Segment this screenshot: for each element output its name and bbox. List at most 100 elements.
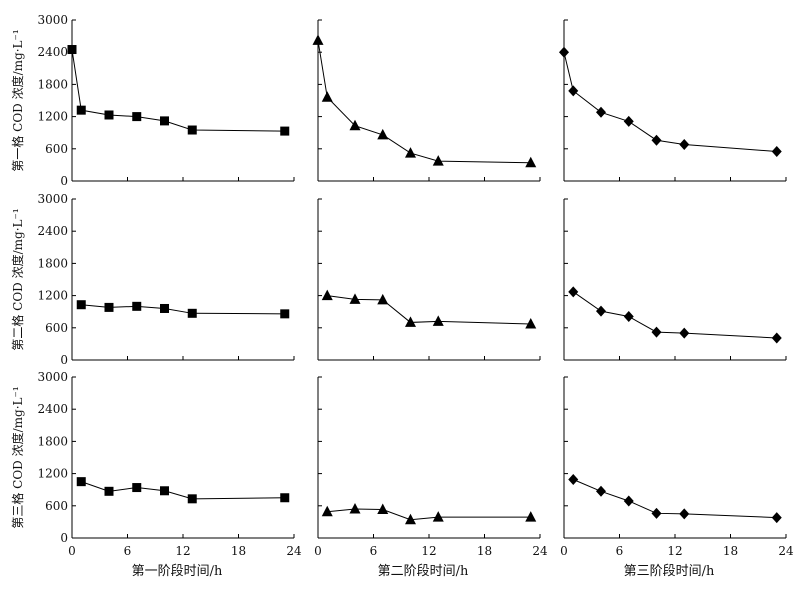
panel-3-1-point-square (187, 494, 197, 504)
panel-1-3-point-diamond (596, 106, 606, 118)
panel-2-3-point-diamond (623, 311, 634, 323)
row-3-y-axis-label: 第三格 COD 浓度/mg·L⁻¹ (10, 386, 25, 528)
panel-3-1-y-tick-label: 2400 (37, 402, 68, 416)
panel-3-1-x-tick-label: 12 (175, 544, 190, 558)
panel-3-1-point-square (104, 486, 114, 496)
panel-2-3-point-diamond (679, 327, 690, 339)
panel-3-2-point-triangle (525, 511, 537, 522)
panel-2-2-point-triangle (525, 318, 537, 329)
panel-1-2-point-triangle (321, 91, 333, 102)
panel-3-2-x-tick-label: 0 (314, 544, 322, 558)
panel-1-3-point-diamond (623, 115, 634, 127)
panel-3-1-x-tick-label: 6 (124, 544, 132, 558)
panel-3-3-point-diamond (679, 508, 690, 520)
panel-3-2-series-line (327, 508, 531, 521)
panel-3-1-series-line (81, 481, 285, 500)
panel-1-1-point-square (280, 126, 290, 136)
panel-3-2-x-tick-label: 24 (532, 544, 548, 558)
panel-2-3-series-line (572, 291, 777, 339)
panel-2-1-series-line (81, 304, 285, 315)
panel-2-1-y-tick-label: 3000 (37, 192, 68, 206)
panel-1-3-point-diamond (559, 46, 569, 58)
panel-1-1-point-square (132, 112, 142, 122)
panel-3-2-point-triangle (432, 511, 444, 522)
panel-1-1-y-tick-label: 1200 (37, 110, 68, 124)
panel-1-2-point-triangle (525, 156, 537, 168)
panel-1-1-point-square (76, 105, 86, 115)
panel-3-2-x-tick-label: 18 (477, 544, 492, 558)
col-2-x-axis-label: 第二阶段时间/h (378, 564, 469, 579)
panel-1-1-y-tick-label: 3000 (37, 13, 68, 27)
panel-2-1-y-tick-label: 2400 (37, 224, 68, 238)
panel-3-3-point-diamond (623, 495, 634, 507)
panel-2-1-point-square (280, 309, 290, 319)
panel-1-2-point-triangle (349, 119, 361, 131)
panel-3-2-point-triangle (405, 513, 416, 525)
panel-3-1-point-square (160, 486, 169, 496)
panel-3-3-x-tick-label: 18 (723, 544, 738, 558)
panel-3-1-y-tick-label: 1800 (37, 434, 68, 448)
panel-3-1-y-tick-label: 600 (45, 499, 68, 513)
panel-1-3-point-diamond (679, 139, 690, 151)
panel-3-3-x-tick-label: 12 (667, 544, 682, 558)
panel-3-1-x-tick-label: 24 (286, 544, 302, 558)
panel-1-1-y-tick-label: 2400 (37, 45, 68, 59)
panel-2-2-series-line (327, 295, 531, 325)
col-1-x-axis-label: 第一阶段时间/h (132, 564, 223, 579)
panel-2-1-point-square (187, 308, 197, 318)
panel-1-3-series-line (563, 52, 777, 152)
panel-1-1-point-square (187, 125, 197, 135)
panel-1-1-point-square (104, 110, 114, 120)
panel-1-1-point-square (67, 45, 77, 55)
panel-2-2-point-triangle (377, 293, 389, 305)
panel-1-1-y-tick-label: 0 (60, 174, 68, 188)
panel-2-3-point-diamond (568, 286, 579, 298)
panel-2-1-y-tick-label: 600 (45, 321, 68, 335)
panel-2-1-point-square (104, 302, 114, 312)
panel-3-1-y-tick-label: 1200 (37, 467, 68, 481)
panel-3-3-x-tick-label: 24 (778, 544, 794, 558)
panel-3-3-point-diamond (568, 474, 579, 486)
panel-3-3-point-diamond (651, 507, 662, 519)
panel-1-1-y-tick-label: 1800 (37, 77, 68, 91)
panel-3-1-point-square (280, 493, 290, 503)
panel-1-2-point-triangle (405, 147, 416, 158)
panel-3-2-point-triangle (349, 503, 361, 514)
panel-1-3-point-diamond (771, 145, 782, 157)
panel-3-1-y-tick-label: 0 (60, 531, 68, 545)
panel-1-1-point-square (160, 116, 169, 126)
panel-3-3-x-tick-label: 6 (616, 544, 624, 558)
col-3-x-axis-label: 第三阶段时间/h (624, 564, 715, 579)
panel-3-2-x-tick-label: 6 (370, 544, 378, 558)
panel-2-2-point-triangle (405, 316, 416, 327)
panel-1-3-point-diamond (651, 134, 662, 146)
panel-3-2-x-tick-label: 12 (421, 544, 436, 558)
panel-2-3-point-diamond (651, 326, 662, 338)
panel-3-1-x-tick-label: 18 (231, 544, 246, 558)
panel-2-3-point-diamond (596, 305, 606, 317)
panel-3-3-point-diamond (771, 512, 782, 524)
row-2-y-axis-label: 第二格 COD 浓度/mg·L⁻¹ (10, 208, 25, 350)
panel-2-1-point-square (132, 301, 142, 311)
panel-3-1-point-square (132, 483, 142, 493)
row-1-y-axis-label: 第一格 COD 浓度/mg·L⁻¹ (10, 29, 25, 171)
panel-1-2-point-triangle (377, 128, 389, 140)
panel-2-2-point-triangle (349, 293, 361, 304)
panel-2-3-point-diamond (771, 332, 782, 344)
panel-3-2-point-triangle (377, 503, 389, 515)
panel-2-2-point-triangle (432, 315, 444, 326)
panel-1-1-series-line (71, 49, 285, 132)
panel-1-3-point-diamond (568, 85, 579, 97)
panel-3-3-x-tick-label: 0 (560, 544, 568, 558)
panel-2-1-point-square (160, 303, 169, 313)
panel-3-2-point-triangle (321, 505, 333, 517)
panel-2-1-point-square (76, 300, 86, 310)
panel-3-3-series-line (573, 479, 777, 519)
panel-3-3-point-diamond (596, 485, 606, 497)
panel-1-2-series-line (317, 40, 531, 164)
panel-3-1-x-tick-label: 0 (68, 544, 76, 558)
panel-3-1-point-square (76, 477, 86, 487)
panel-2-1-y-tick-label: 0 (60, 353, 68, 367)
